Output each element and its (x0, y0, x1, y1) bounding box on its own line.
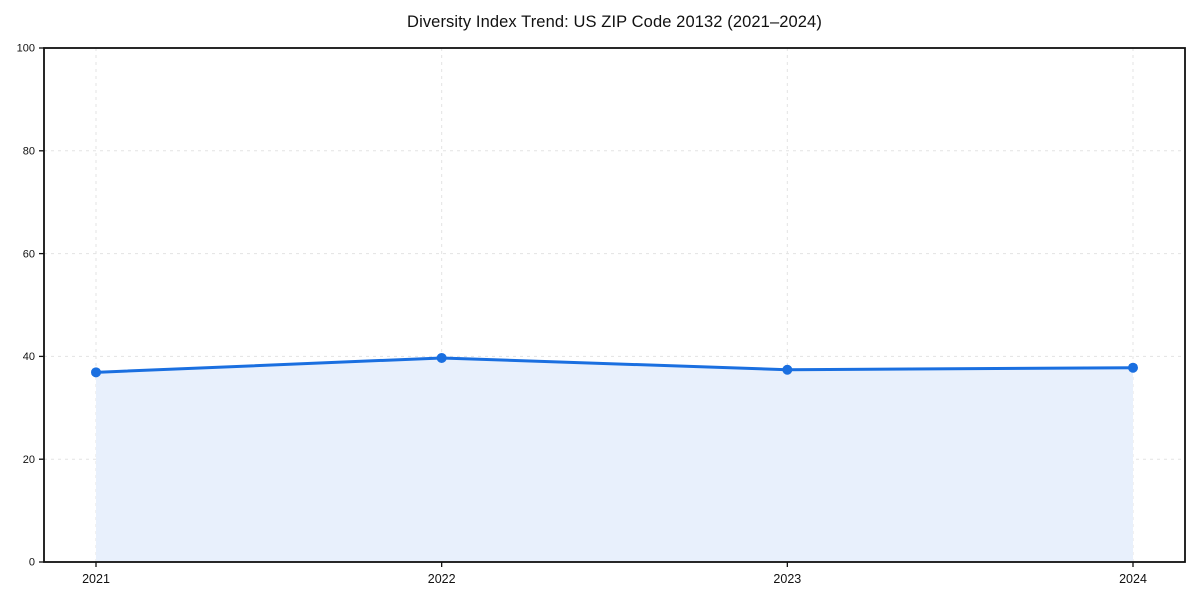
x-axis-tick-label: 2021 (82, 572, 110, 586)
data-point (782, 364, 793, 375)
y-axis-tick-label: 40 (23, 351, 35, 363)
data-point (91, 367, 101, 378)
series-line (94, 356, 1135, 374)
x-axis-tick-label: 2022 (428, 572, 456, 586)
y-axis-tick-label: 100 (17, 43, 35, 55)
plot-frame (43, 47, 1186, 563)
series-area-fill (96, 357, 1133, 562)
y-axis-tick-label: 20 (23, 454, 35, 466)
chart-title: Diversity Index Trend: US ZIP Code 20132… (407, 13, 822, 31)
data-point (1128, 362, 1138, 373)
data-point (436, 352, 447, 363)
x-axis-tick-label: 2024 (1119, 572, 1147, 586)
y-axis-tick-label: 80 (23, 146, 35, 158)
y-axis-tick-label: 60 (23, 248, 35, 260)
x-axis-tick-label: 2023 (773, 572, 801, 586)
y-axis-tick-label: 0 (29, 557, 35, 569)
